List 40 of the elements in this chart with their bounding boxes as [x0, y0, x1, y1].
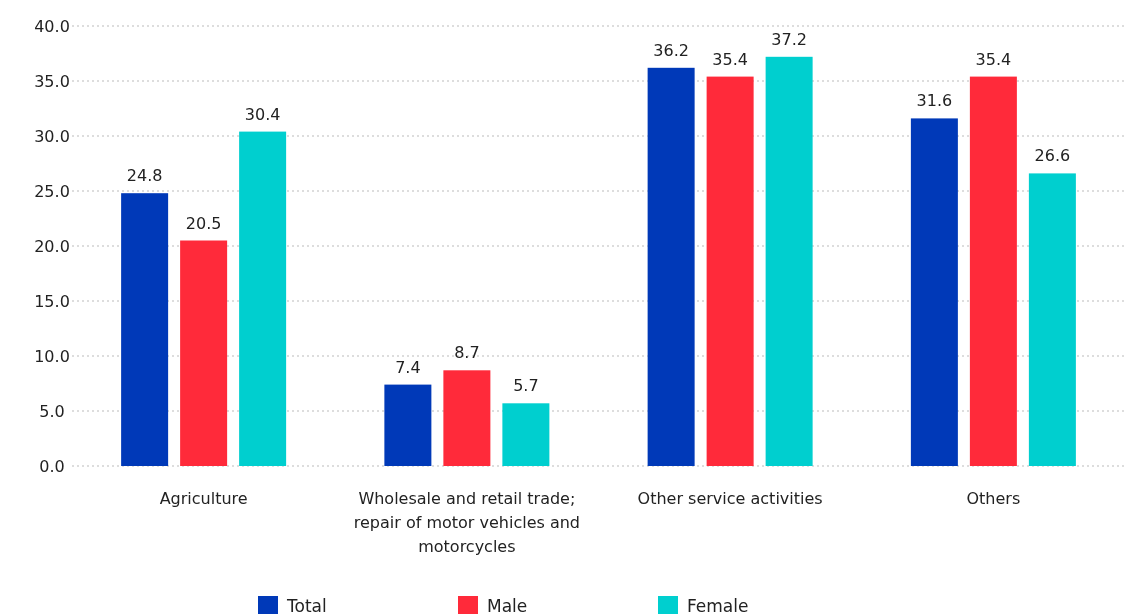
y-tick-label: 10.0: [34, 347, 70, 366]
y-tick-label: 20.0: [34, 237, 70, 256]
data-label: 35.4: [975, 49, 1012, 69]
legend-label: Female: [687, 596, 749, 615]
bar: [180, 240, 228, 466]
bar: [706, 76, 754, 466]
legend-label: Total: [286, 596, 327, 615]
bar: [502, 403, 550, 466]
x-tick-label: Other service activities: [637, 489, 823, 508]
data-label: 5.7: [513, 376, 539, 396]
data-label: 8.7: [454, 343, 480, 363]
y-tick-label: 5.0: [39, 402, 65, 421]
bar: [1028, 173, 1076, 466]
bar: [239, 131, 287, 466]
bar: [121, 193, 169, 466]
bar: [384, 384, 432, 466]
y-tick-label: 25.0: [34, 182, 70, 201]
x-tick-label: Others: [966, 489, 1021, 508]
data-label: 26.6: [1034, 146, 1071, 166]
data-label: 30.4: [244, 104, 281, 124]
y-tick-label: 0.0: [39, 457, 65, 476]
legend-label: Male: [487, 596, 528, 615]
bar: [647, 67, 695, 466]
y-tick-label: 40.0: [34, 17, 70, 36]
y-tick-label: 35.0: [34, 72, 70, 91]
data-label: 24.8: [126, 166, 163, 186]
bar: [765, 56, 813, 466]
data-label: 20.5: [185, 213, 222, 233]
x-tick-label: Wholesale and retail trade; repair of motor vehicles and motorcycles: [353, 489, 581, 556]
data-label: 36.2: [653, 40, 689, 60]
bar: [969, 76, 1017, 466]
x-tick-label: Agriculture: [159, 489, 248, 508]
y-tick-label: 30.0: [34, 127, 70, 146]
bar: [910, 118, 958, 466]
y-tick-label: 15.0: [34, 292, 70, 311]
data-label: 35.4: [712, 49, 748, 69]
data-label: 31.6: [916, 91, 953, 111]
bar: [443, 370, 491, 466]
data-label: 7.4: [395, 357, 421, 377]
data-label: 37.2: [771, 29, 807, 49]
